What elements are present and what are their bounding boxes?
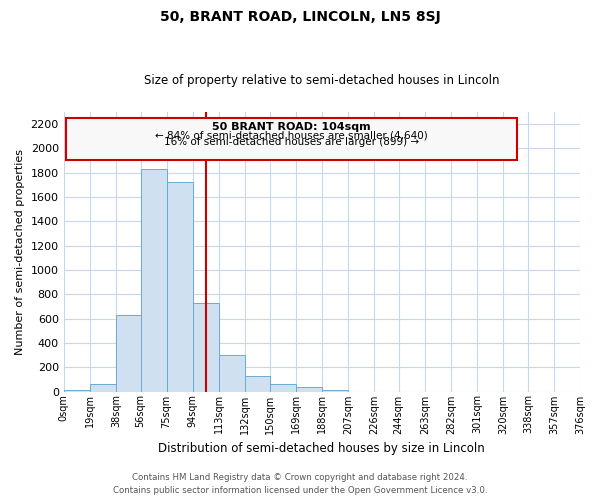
Bar: [167, 182, 193, 392]
Text: 50, BRANT ROAD, LINCOLN, LN5 8SJ: 50, BRANT ROAD, LINCOLN, LN5 8SJ: [160, 10, 440, 24]
Bar: [193, 302, 219, 392]
Bar: [64, 390, 90, 392]
Text: 50 BRANT ROAD: 104sqm: 50 BRANT ROAD: 104sqm: [212, 122, 371, 132]
Bar: [67, 118, 517, 160]
Bar: [140, 169, 167, 392]
Bar: [116, 315, 140, 392]
Bar: [219, 355, 245, 392]
Bar: [90, 384, 116, 392]
Bar: [269, 384, 296, 392]
Bar: [322, 390, 348, 392]
Bar: [245, 376, 269, 392]
Title: Size of property relative to semi-detached houses in Lincoln: Size of property relative to semi-detach…: [144, 74, 500, 87]
Bar: [296, 386, 322, 392]
Text: 16% of semi-detached houses are larger (899) →: 16% of semi-detached houses are larger (…: [164, 136, 419, 146]
Y-axis label: Number of semi-detached properties: Number of semi-detached properties: [15, 148, 25, 354]
Text: Contains HM Land Registry data © Crown copyright and database right 2024.
Contai: Contains HM Land Registry data © Crown c…: [113, 474, 487, 495]
X-axis label: Distribution of semi-detached houses by size in Lincoln: Distribution of semi-detached houses by …: [158, 442, 485, 455]
Text: ← 84% of semi-detached houses are smaller (4,640): ← 84% of semi-detached houses are smalle…: [155, 130, 428, 140]
